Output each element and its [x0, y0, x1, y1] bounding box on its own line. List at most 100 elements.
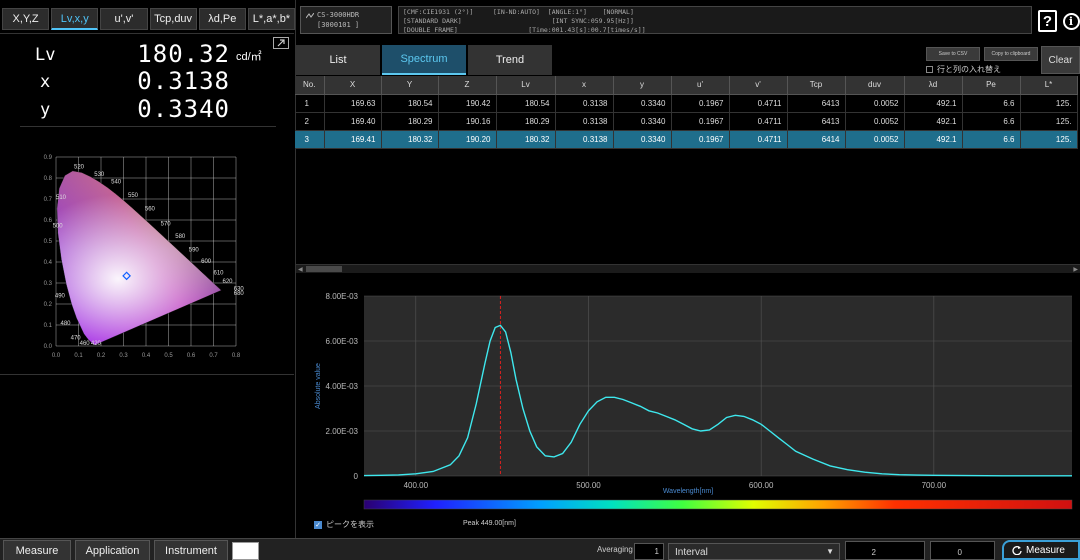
table-row[interactable]: 2 169.40 180.29 190.16 180.29 0.3138 0.3340 0.1…	[295, 112, 1078, 131]
cie-locus-outline	[56, 170, 222, 346]
table-cell: 0.1967	[671, 112, 730, 131]
column-header[interactable]: Lv	[496, 76, 556, 95]
column-header[interactable]: y	[613, 76, 672, 95]
cie-x-tick: 0.1	[74, 353, 83, 359]
instrument-tab[interactable]: Instrument	[154, 540, 228, 560]
peak-checkbox[interactable]: ✓	[314, 520, 322, 529]
y-label: y	[40, 100, 51, 120]
column-header[interactable]: Pe	[962, 76, 1021, 95]
table-cell: 180.54	[496, 94, 556, 113]
horizontal-scrollbar[interactable]: ◀ ▶	[296, 264, 1080, 273]
measure-tab[interactable]: Measure	[3, 540, 71, 560]
info-icon[interactable]: i	[1062, 10, 1080, 32]
column-header[interactable]: duv	[845, 76, 905, 95]
table-cell: 180.54	[381, 94, 439, 113]
cie-wavelength-label: 470	[71, 336, 82, 342]
table-cell: 0.3138	[555, 94, 614, 113]
column-header[interactable]: u'	[671, 76, 730, 95]
lv-value: 180.32	[137, 40, 230, 68]
table-cell: 180.32	[496, 130, 556, 149]
table-cell: 190.42	[438, 94, 497, 113]
tab-spectrum[interactable]: Spectrum	[382, 45, 466, 75]
averaging-input[interactable]: 1	[634, 543, 664, 560]
cie-wavelength-label: 630	[234, 286, 245, 292]
table-cell: 6413	[787, 94, 846, 113]
cie-y-tick: 0.3	[44, 281, 53, 287]
tab-list[interactable]: List	[296, 45, 380, 75]
column-header[interactable]: L*	[1020, 76, 1078, 95]
table-cell: 190.20	[438, 130, 497, 149]
divider	[0, 33, 294, 34]
transpose-option[interactable]: 行と列の入れ替え	[926, 64, 1001, 75]
column-header[interactable]: Y	[381, 76, 439, 95]
column-header[interactable]: No.	[295, 76, 325, 95]
peak-readout: Peak 449.00[nm]	[463, 520, 516, 527]
cie-y-tick: 0.1	[44, 323, 53, 329]
tab-ld-pe[interactable]: λd,Pe	[198, 8, 246, 30]
column-header[interactable]: v'	[729, 76, 788, 95]
tab-uv[interactable]: u',v'	[100, 8, 148, 30]
table-cell: 125.	[1020, 130, 1078, 149]
column-header[interactable]: λd	[904, 76, 963, 95]
clear-button[interactable]: Clear	[1041, 46, 1080, 74]
copy-clipboard-button[interactable]: Copy to clipboard	[984, 47, 1038, 61]
spectrum-chart: 400.00 500.00 600.00 700.00 0 2.00E-03 4.00E-0…	[296, 282, 1080, 530]
cie-wavelength-label: 530	[94, 172, 105, 178]
table-cell: 0.4711	[729, 94, 788, 113]
x-tick-label: 500.00	[576, 481, 601, 490]
scroll-thumb[interactable]	[306, 266, 342, 272]
column-header[interactable]: X	[324, 76, 382, 95]
table-cell: 0.3138	[555, 130, 614, 149]
column-header[interactable]: Tcp	[787, 76, 846, 95]
column-header[interactable]: x	[555, 76, 614, 95]
cie-x-tick: 0.7	[209, 353, 218, 359]
tab-trend[interactable]: Trend	[468, 45, 552, 75]
cie-wavelength-label: 560	[145, 207, 156, 213]
lv-row: Lv 180.32 cd/㎡	[0, 40, 292, 68]
cie-y-tick: 0.2	[44, 302, 53, 308]
table-cell: 0.0052	[845, 130, 905, 149]
table-row[interactable]: 1 169.63 180.54 190.42 180.54 0.3138 0.3340 0.1…	[295, 94, 1078, 113]
table-cell: 0.3340	[613, 94, 672, 113]
interval-field-2[interactable]: 0	[930, 541, 995, 560]
peak-option[interactable]: ✓ ピークを表示	[314, 519, 374, 530]
interval-field-1[interactable]: 2	[845, 541, 925, 560]
table-cell: 1	[295, 94, 325, 113]
interval-select[interactable]: Interval ▼	[668, 543, 840, 560]
tab-lab[interactable]: L*,a*,b*	[247, 8, 296, 30]
device-icon	[305, 12, 315, 19]
status-line: [CMF:CIE1931 (2°)] [IN-ND:AUTO] [ANGLE:1…	[403, 8, 634, 16]
transpose-checkbox[interactable]	[926, 66, 933, 73]
expand-icon[interactable]	[273, 37, 289, 49]
column-header[interactable]: Z	[438, 76, 497, 95]
cie-y-tick: 0.7	[44, 197, 53, 203]
measurement-table: No. X Y Z Lv x y u' v' Tcp duv λd Pe L* 1 169.63 180.54…	[295, 76, 1078, 149]
table-row[interactable]: 3 169.41 180.32 190.20 180.32 0.3138 0.3340 0.1…	[295, 130, 1078, 149]
color-swatch[interactable]	[232, 542, 259, 560]
table-cell: 0.0052	[845, 94, 905, 113]
cie-y-tick: 0.5	[44, 239, 53, 245]
cie-x-tick: 0.3	[119, 353, 128, 359]
table-cell: 492.1	[904, 112, 963, 131]
table-cell: 0.4711	[729, 112, 788, 131]
cie-y-tick: 0.8	[44, 176, 53, 182]
tab-tcp-duv[interactable]: Tcp,duv	[149, 8, 197, 30]
table-cell: 180.32	[381, 130, 439, 149]
table-cell: 180.29	[381, 112, 439, 131]
table-cell: 0.1967	[671, 130, 730, 149]
tab-lvxy[interactable]: Lv,x,y	[51, 8, 99, 30]
help-icon[interactable]: ?	[1038, 10, 1057, 32]
cie-x-tick: 0.6	[187, 353, 196, 359]
table-cell: 190.16	[438, 112, 497, 131]
table-cell: 6.6	[962, 112, 1021, 131]
application-tab[interactable]: Application	[75, 540, 150, 560]
device-selector[interactable]: CS-3000HDR [3000101 ]	[300, 6, 392, 34]
save-csv-button[interactable]: Save to CSV	[926, 47, 980, 61]
cie-wavelength-label: 610	[214, 271, 225, 277]
scroll-left-icon[interactable]: ◀	[298, 267, 303, 273]
tab-xyz[interactable]: X,Y,Z	[2, 8, 50, 30]
measure-button[interactable]: Measure	[1002, 540, 1080, 560]
table-cell: 169.41	[324, 130, 382, 149]
scroll-right-icon[interactable]: ▶	[1073, 267, 1078, 273]
